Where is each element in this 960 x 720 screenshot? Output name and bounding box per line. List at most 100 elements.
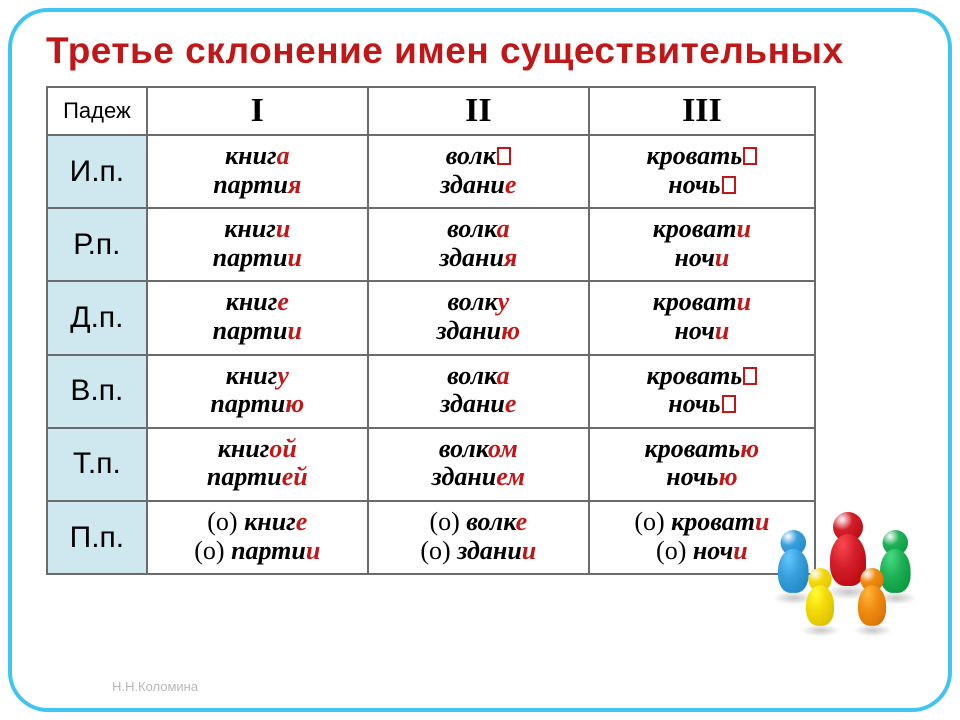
word-stem: кроват: [653, 214, 737, 243]
word-stem: волк: [466, 507, 515, 536]
word-ending: а: [497, 361, 510, 390]
word-ending: ем: [496, 462, 525, 491]
header-col-2: II: [368, 87, 589, 135]
table-cell: волкузданию: [368, 281, 589, 354]
word-ending: и: [737, 214, 751, 243]
table-row: И.п.книгапартияволкзданиекроватьночь: [47, 135, 815, 208]
table-cell: книгапартия: [147, 135, 368, 208]
word-stem: ночь: [668, 170, 720, 199]
table-cell: кроватьюночью: [589, 428, 815, 501]
word-ending: ю: [285, 389, 304, 418]
word-ending: е: [505, 389, 517, 418]
table-cell: кроватиночи: [589, 208, 815, 281]
word-stem: волк: [447, 287, 497, 316]
word-stem: парти: [231, 536, 306, 565]
table-cell: кроватьночь: [589, 355, 815, 428]
table-cell: волказдание: [368, 355, 589, 428]
word-stem: книг: [224, 214, 276, 243]
word-stem: здани: [440, 170, 505, 199]
case-label: Т.п.: [47, 428, 147, 501]
word-stem: книг: [226, 287, 278, 316]
zero-ending-icon: [722, 395, 736, 413]
preposition: (о): [634, 507, 671, 536]
word-stem: ноч: [674, 316, 714, 345]
word-ending: у: [498, 287, 510, 316]
table-cell: (о) волке(о) здании: [368, 501, 589, 574]
declension-table: Падеж I II III И.п.книгапартияволкздание…: [46, 86, 816, 575]
case-label: И.п.: [47, 135, 147, 208]
table-cell: книгипартии: [147, 208, 368, 281]
word-ending: и: [287, 316, 301, 345]
table-cell: кроватиночи: [589, 281, 815, 354]
zero-ending-icon: [743, 367, 757, 385]
header-case-label: Падеж: [47, 87, 147, 135]
word-stem: книг: [226, 361, 278, 390]
preposition: (о): [207, 507, 244, 536]
table-row: Р.п.книгипартииволказданиякроватиночи: [47, 208, 815, 281]
table-row: П.п.(о) книге(о) партии(о) волке(о) здан…: [47, 501, 815, 574]
word-ending: а: [277, 141, 290, 170]
word-ending: и: [737, 287, 751, 316]
table-cell: волкомзданием: [368, 428, 589, 501]
table-row: В.п.книгупартиюволказданиекроватьночь: [47, 355, 815, 428]
author-credit: Н.Н.Коломина: [112, 679, 198, 694]
word-ending: я: [504, 243, 517, 272]
preposition: (о): [420, 536, 457, 565]
zero-ending-icon: [743, 147, 757, 165]
word-ending: ю: [719, 462, 738, 491]
word-stem: парти: [213, 316, 288, 345]
table-header-row: Падеж I II III: [47, 87, 815, 135]
word-ending: я: [288, 170, 301, 199]
case-label: П.п.: [47, 501, 147, 574]
preposition: (о): [429, 507, 466, 536]
header-col-3: III: [589, 87, 815, 135]
table-cell: (о) книге(о) партии: [147, 501, 368, 574]
word-stem: парти: [207, 462, 282, 491]
table-cell: книгепартии: [147, 281, 368, 354]
word-stem: здани: [432, 462, 497, 491]
word-ending: е: [277, 287, 289, 316]
word-ending: ю: [740, 434, 759, 463]
table-cell: волкздание: [368, 135, 589, 208]
word-ending: ой: [269, 434, 296, 463]
word-stem: волк: [439, 434, 488, 463]
word-stem: здани: [440, 389, 505, 418]
word-stem: волк: [446, 141, 496, 170]
word-stem: парти: [213, 170, 288, 199]
table-cell: книгойпартией: [147, 428, 368, 501]
word-stem: парти: [213, 243, 288, 272]
word-stem: здани: [437, 316, 502, 345]
word-ending: и: [715, 316, 729, 345]
word-ending: е: [516, 507, 528, 536]
case-label: Р.п.: [47, 208, 147, 281]
word-stem: кровать: [647, 141, 743, 170]
zero-ending-icon: [722, 176, 736, 194]
word-ending: а: [497, 214, 510, 243]
word-stem: здани: [439, 243, 504, 272]
table-cell: книгупартию: [147, 355, 368, 428]
word-stem: книг: [244, 507, 296, 536]
word-ending: ом: [488, 434, 518, 463]
word-stem: книг: [218, 434, 270, 463]
header-col-1: I: [147, 87, 368, 135]
word-ending: у: [277, 361, 289, 390]
word-ending: ей: [282, 462, 308, 491]
word-stem: парти: [210, 389, 285, 418]
decoration-figures: [734, 504, 954, 684]
preposition: (о): [656, 536, 693, 565]
case-label: В.п.: [47, 355, 147, 428]
word-stem: кроват: [653, 287, 737, 316]
table-cell: кроватьночь: [589, 135, 815, 208]
slide-frame: Третье склонение имен существительных Па…: [8, 8, 952, 712]
table-row: Т.п.книгойпартиейволкомзданиемкроватьюно…: [47, 428, 815, 501]
word-ending: и: [522, 536, 536, 565]
word-ending: ю: [501, 316, 520, 345]
word-stem: кровать: [645, 434, 741, 463]
word-stem: ночь: [666, 462, 718, 491]
word-ending: е: [505, 170, 517, 199]
table-row: Д.п.книгепартииволкузданиюкроватиночи: [47, 281, 815, 354]
word-stem: волк: [447, 214, 497, 243]
case-label: Д.п.: [47, 281, 147, 354]
table-cell: волказдания: [368, 208, 589, 281]
preposition: (о): [194, 536, 231, 565]
